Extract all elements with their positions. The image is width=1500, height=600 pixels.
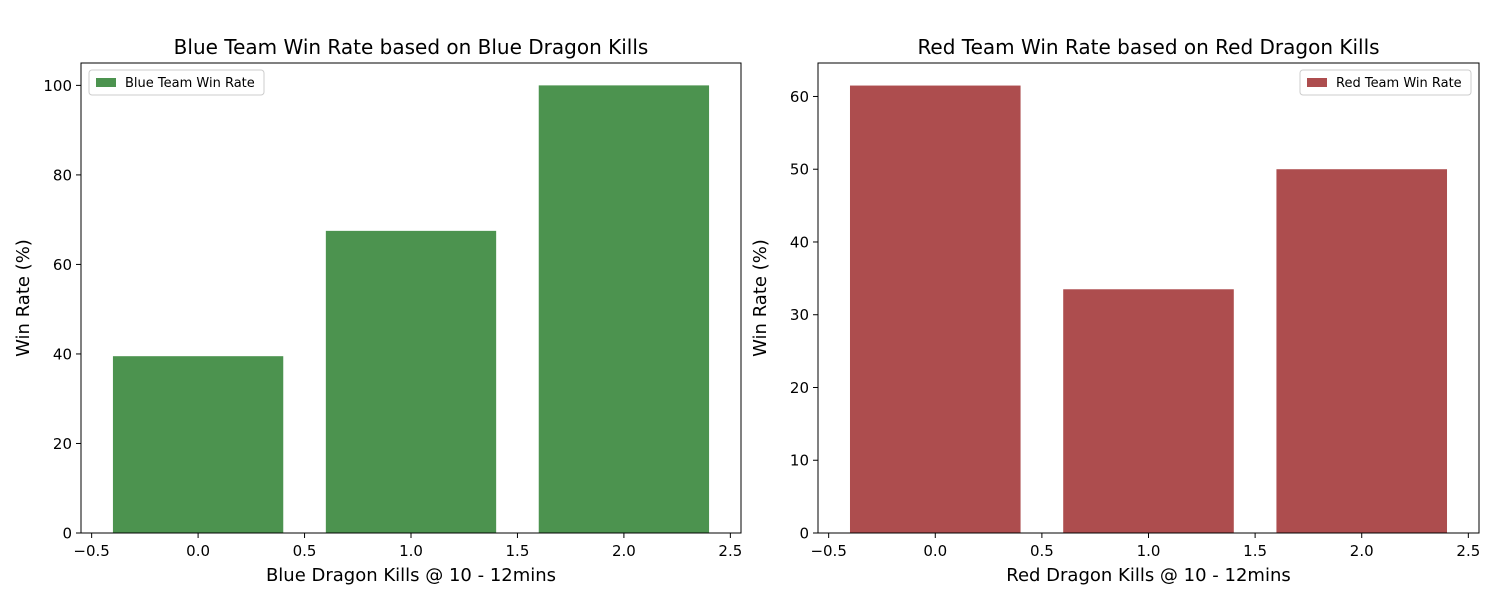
blue-bar-0: [112, 356, 284, 533]
blue-y-tick-label-1: 20: [53, 435, 72, 453]
red-y-tick-label-2: 20: [790, 379, 809, 397]
blue-x-tick-label-4: 1.5: [506, 542, 530, 560]
red-y-tick-label-3: 30: [790, 306, 809, 324]
red-legend-label: Red Team Win Rate: [1336, 76, 1462, 91]
blue-y-tick-label-3: 60: [53, 256, 72, 274]
red-x-tick-label-6: 2.5: [1456, 542, 1480, 560]
red-y-tick-label-5: 50: [790, 161, 809, 179]
red-bar-2: [1276, 169, 1448, 534]
red-y-tick-label-0: 0: [799, 525, 809, 543]
blue-y-tick-label-2: 40: [53, 345, 72, 363]
blue-x-axis-label: Blue Dragon Kills @ 10 - 12mins: [266, 565, 556, 586]
blue-y-tick-label-0: 0: [62, 525, 72, 543]
red-legend: Red Team Win Rate: [1299, 69, 1472, 96]
blue-legend-swatch: [96, 78, 116, 87]
red-x-tick-label-3: 1.0: [1137, 542, 1161, 560]
red-x-tick-label-4: 1.5: [1243, 542, 1267, 560]
blue-x-tick-label-5: 2.0: [612, 542, 636, 560]
red-y-tick-label-6: 60: [790, 88, 809, 106]
red-bar-1: [1063, 289, 1234, 533]
blue-legend-label: Blue Team Win Rate: [125, 76, 255, 91]
red-x-tick-label-0: −0.5: [810, 542, 846, 560]
red-legend-frame: [1299, 69, 1472, 96]
blue-y-axis-label: Win Rate (%): [13, 239, 34, 357]
red-x-axis-label: Red Dragon Kills @ 10 - 12mins: [1006, 565, 1290, 586]
red-legend-swatch: [1307, 78, 1327, 87]
blue-x-tick-label-0: −0.5: [73, 542, 109, 560]
blue-team-chart: −0.5 0.0 0.5 1.0 1.5 2.0 2.5 0 20 40 60 80 100 Blue T…: [13, 35, 742, 586]
blue-y-tick-label-5: 100: [43, 77, 72, 95]
blue-x-tick-label-3: 1.0: [399, 542, 423, 560]
red-x-tick-label-1: 0.0: [923, 542, 947, 560]
blue-legend-frame: [88, 69, 265, 96]
blue-bar-2: [538, 85, 710, 533]
blue-legend: Blue Team Win Rate: [88, 69, 265, 96]
blue-bar-1: [325, 230, 497, 533]
red-chart-title: Red Team Win Rate based on Red Dragon Ki…: [917, 35, 1379, 59]
blue-x-tick-label-1: 0.0: [186, 542, 210, 560]
blue-x-tick-label-6: 2.5: [718, 542, 742, 560]
red-y-tick-label-1: 10: [790, 452, 809, 470]
blue-x-tick-label-2: 0.5: [293, 542, 317, 560]
red-x-tick-label-5: 2.0: [1350, 542, 1374, 560]
blue-y-tick-label-4: 80: [53, 166, 72, 184]
red-y-axis-label: Win Rate (%): [750, 239, 771, 357]
red-team-chart: −0.5 0.0 0.5 1.0 1.5 2.0 2.5 0 10 20 30 40 50 60 Red T…: [750, 35, 1480, 586]
red-y-tick-label-4: 40: [790, 233, 809, 251]
red-bar-0: [849, 85, 1021, 534]
red-x-tick-label-2: 0.5: [1030, 542, 1054, 560]
blue-chart-title: Blue Team Win Rate based on Blue Dragon …: [174, 35, 649, 59]
